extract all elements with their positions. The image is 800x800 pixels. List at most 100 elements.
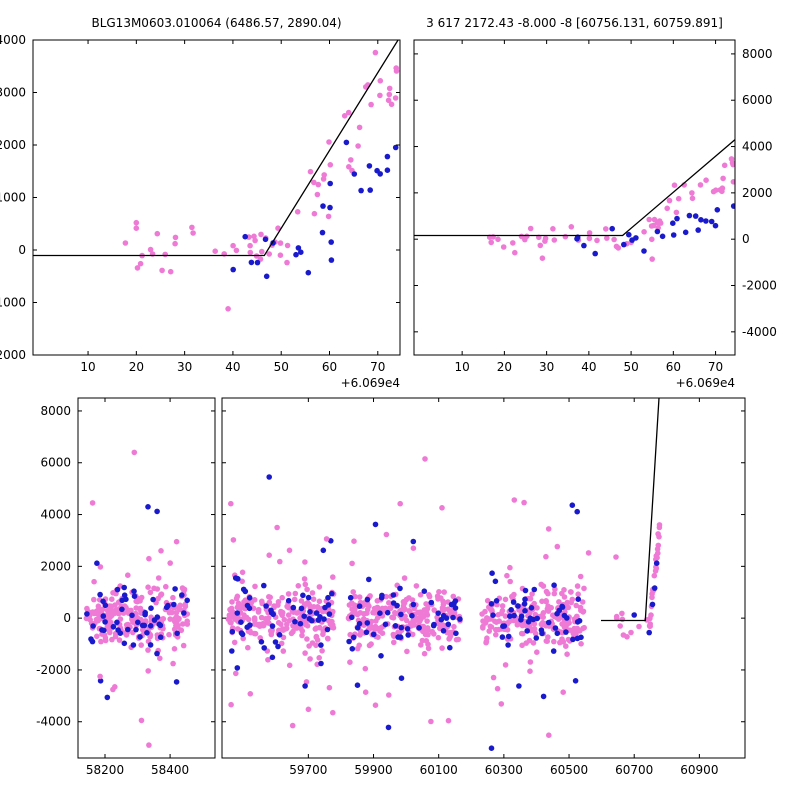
- data-point: [304, 623, 311, 629]
- data-point: [327, 162, 334, 168]
- data-point: [641, 248, 647, 254]
- data-point: [613, 243, 620, 250]
- data-point: [611, 236, 617, 243]
- x-tick-label: 70: [370, 360, 385, 374]
- y-tick-label: 6000: [742, 93, 773, 107]
- data-point: [532, 630, 539, 637]
- x-tick-label: 60700: [615, 763, 653, 777]
- data-point: [507, 578, 513, 585]
- data-point: [349, 646, 356, 652]
- data-point: [311, 179, 317, 186]
- data-point: [133, 219, 140, 226]
- data-point: [261, 645, 268, 651]
- data-point: [366, 576, 372, 583]
- data-point: [137, 634, 143, 640]
- data-point: [424, 605, 431, 612]
- data-point: [100, 613, 107, 619]
- data-point: [586, 235, 593, 242]
- data-point: [314, 191, 321, 198]
- data-point: [275, 643, 281, 650]
- blue-outlier-points: [592, 203, 735, 257]
- data-point: [309, 617, 315, 624]
- data-point: [539, 255, 546, 261]
- data-point: [184, 597, 190, 604]
- data-point: [110, 623, 117, 630]
- data-point: [158, 591, 165, 597]
- data-point: [130, 619, 136, 625]
- pink-series: [641, 156, 735, 243]
- y-tick-label: -2000: [742, 279, 777, 293]
- data-point: [247, 691, 254, 697]
- data-point: [349, 606, 355, 613]
- data-point: [133, 225, 140, 231]
- data-point: [424, 618, 430, 624]
- data-point: [592, 250, 598, 257]
- data-point: [230, 266, 236, 273]
- data-point: [151, 617, 158, 623]
- data-point: [247, 249, 254, 256]
- tick-labels-top-right: 10 20 30 40 50 60 70 -4000 -2000 0 2000 4000 6000 800…: [455, 47, 777, 390]
- data-point: [285, 597, 292, 604]
- data-point: [157, 655, 163, 662]
- x-tick-label: 50: [623, 360, 638, 374]
- data-point: [354, 682, 361, 688]
- data-point: [316, 598, 323, 605]
- data-point: [383, 531, 390, 538]
- x-offset-label: +6.069e4: [676, 376, 735, 390]
- x-tick-label: 58400: [151, 763, 189, 777]
- data-point: [146, 742, 152, 748]
- data-point: [703, 218, 709, 224]
- data-point: [493, 619, 500, 625]
- tick-marks-bottom-right-segment: [222, 398, 745, 758]
- data-point: [131, 449, 138, 456]
- data-point: [301, 613, 308, 619]
- data-point: [508, 607, 514, 613]
- data-point: [135, 619, 141, 626]
- data-point: [489, 570, 495, 576]
- data-point: [234, 665, 241, 671]
- data-point: [493, 598, 500, 604]
- data-point: [147, 633, 153, 640]
- data-point: [647, 621, 653, 627]
- data-point: [383, 593, 390, 600]
- data-point: [545, 526, 552, 532]
- y-tick-label: 1000: [0, 191, 26, 205]
- data-point: [386, 91, 393, 98]
- data-point: [328, 538, 334, 544]
- data-point: [321, 172, 328, 178]
- data-point: [450, 614, 456, 621]
- data-point: [298, 605, 305, 612]
- data-point: [398, 624, 405, 631]
- data-point: [356, 594, 363, 600]
- data-point: [445, 621, 452, 628]
- data-point: [682, 229, 689, 236]
- data-point: [554, 610, 560, 617]
- data-point: [445, 717, 452, 724]
- data-point: [272, 639, 279, 645]
- y-tick-label: -4000: [742, 325, 777, 339]
- data-point: [154, 586, 161, 592]
- x-tick-label: 60500: [550, 763, 588, 777]
- data-point: [231, 639, 238, 646]
- data-point: [123, 596, 129, 603]
- data-point: [228, 620, 234, 626]
- data-point: [234, 604, 241, 611]
- data-point: [507, 613, 513, 619]
- data-point: [138, 642, 144, 648]
- data-point: [281, 616, 288, 623]
- data-point: [370, 631, 377, 638]
- data-point: [363, 629, 370, 636]
- data-point: [173, 610, 180, 616]
- data-point: [572, 628, 578, 635]
- data-point: [167, 560, 173, 566]
- data-point: [258, 639, 265, 645]
- data-point: [190, 230, 196, 236]
- data-point: [254, 259, 261, 266]
- y-tick-label: 4000: [40, 508, 71, 522]
- data-point: [557, 639, 563, 646]
- data-point: [390, 592, 397, 598]
- data-point: [252, 583, 258, 590]
- data-point: [425, 641, 431, 648]
- y-tick-label: 0: [63, 611, 71, 625]
- y-tick-label: 2000: [742, 186, 773, 200]
